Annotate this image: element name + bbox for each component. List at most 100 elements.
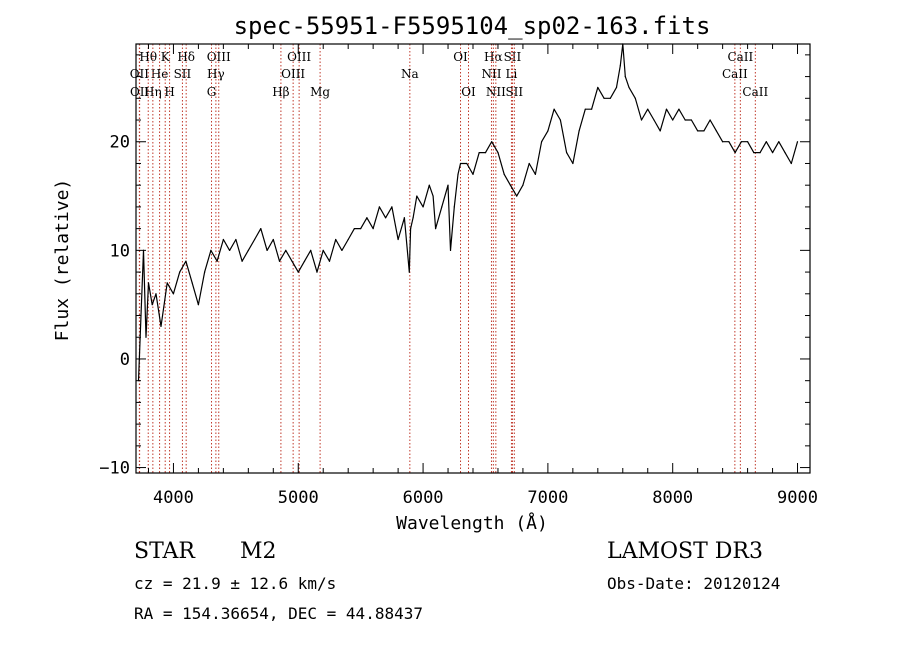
data-point xyxy=(559,119,561,121)
data-point xyxy=(771,152,774,154)
data-point xyxy=(597,86,599,89)
data-point xyxy=(678,108,680,110)
data-point xyxy=(740,141,742,143)
data-point xyxy=(728,141,730,143)
data-point xyxy=(603,97,605,99)
data-point xyxy=(697,130,699,132)
data-point xyxy=(272,238,274,241)
data-point xyxy=(428,184,430,186)
data-point xyxy=(409,228,412,230)
object-class: STAR xyxy=(134,539,195,564)
data-point xyxy=(366,217,368,219)
data-point xyxy=(647,108,649,110)
data-point xyxy=(759,152,761,154)
line-marker-label: Li xyxy=(506,67,518,81)
line-marker-label: NII xyxy=(481,67,501,81)
data-point xyxy=(665,108,668,110)
data-point xyxy=(216,260,218,262)
line-marker-label: G xyxy=(207,85,217,99)
data-point xyxy=(179,271,181,273)
data-point xyxy=(147,282,150,284)
data-point xyxy=(619,65,621,67)
data-point xyxy=(235,238,237,241)
data-point xyxy=(166,282,168,284)
data-point xyxy=(572,162,574,165)
data-point xyxy=(578,130,580,132)
line-marker-label: Hθ xyxy=(139,50,157,64)
data-point xyxy=(441,206,443,208)
data-point xyxy=(347,238,349,241)
plot-frame xyxy=(135,43,811,474)
y-tick-label: 0 xyxy=(120,350,130,370)
data-point xyxy=(590,108,593,110)
x-tick-label: 8000 xyxy=(652,488,693,508)
data-point xyxy=(478,152,480,154)
data-point xyxy=(310,249,312,251)
line-marker-label: OII xyxy=(130,85,150,99)
series-layer xyxy=(137,43,799,382)
data-point xyxy=(516,195,518,197)
data-point xyxy=(784,152,786,154)
data-point xyxy=(229,249,231,251)
subclass: M2 xyxy=(240,539,277,564)
data-point xyxy=(703,130,705,132)
data-point xyxy=(453,206,455,208)
data-point xyxy=(447,184,449,186)
data-point xyxy=(397,238,399,241)
data-point xyxy=(422,206,424,208)
data-point xyxy=(634,97,636,99)
line-marker-label: SII xyxy=(504,50,522,64)
data-point xyxy=(210,249,212,251)
data-point xyxy=(434,228,437,230)
coordinates: RA = 154.36654, DEC = 44.88437 xyxy=(134,604,423,623)
data-point xyxy=(385,217,387,219)
data-point xyxy=(553,108,555,110)
data-point xyxy=(690,119,693,121)
data-point xyxy=(416,195,418,197)
data-point xyxy=(335,238,337,241)
data-point xyxy=(408,271,410,273)
data-point xyxy=(734,152,736,154)
y-tick-label: −10 xyxy=(99,459,130,479)
data-point xyxy=(297,271,299,273)
data-point xyxy=(403,217,405,219)
data-point xyxy=(449,249,452,251)
data-point xyxy=(316,271,318,273)
data-point xyxy=(491,141,493,143)
data-point xyxy=(145,336,147,338)
data-point xyxy=(191,282,193,284)
data-point xyxy=(659,130,661,132)
data-point xyxy=(503,173,505,175)
data-point xyxy=(197,304,200,306)
data-point xyxy=(472,173,474,175)
line-marker-label: CaII xyxy=(742,85,768,99)
data-point xyxy=(522,184,524,186)
data-point xyxy=(285,249,287,251)
data-point xyxy=(322,249,324,251)
line-marker-label: Na xyxy=(401,67,419,81)
data-point xyxy=(155,293,157,295)
data-point xyxy=(790,162,792,165)
data-point xyxy=(584,108,586,110)
data-point xyxy=(672,119,674,121)
line-marker-label: OI xyxy=(453,50,468,64)
cz-value: cz = 21.9 ± 12.6 km/s xyxy=(134,574,337,593)
data-point xyxy=(497,152,499,154)
data-point xyxy=(628,86,630,89)
data-point xyxy=(160,325,162,327)
x-tick-label: 9000 xyxy=(777,488,818,508)
line-marker-label: Mg xyxy=(310,85,330,99)
data-point xyxy=(204,271,206,273)
line-marker-label: CaII xyxy=(727,50,753,64)
line-marker-label: Hα xyxy=(484,50,503,64)
data-point xyxy=(372,228,374,230)
data-point xyxy=(391,206,393,208)
data-point xyxy=(509,184,512,186)
line-marker-label: Hβ xyxy=(272,85,289,99)
x-tick-label: 5000 xyxy=(278,488,319,508)
data-point xyxy=(360,228,362,230)
data-point xyxy=(684,119,686,121)
x-tick-label: 7000 xyxy=(527,488,568,508)
data-point xyxy=(615,86,618,89)
